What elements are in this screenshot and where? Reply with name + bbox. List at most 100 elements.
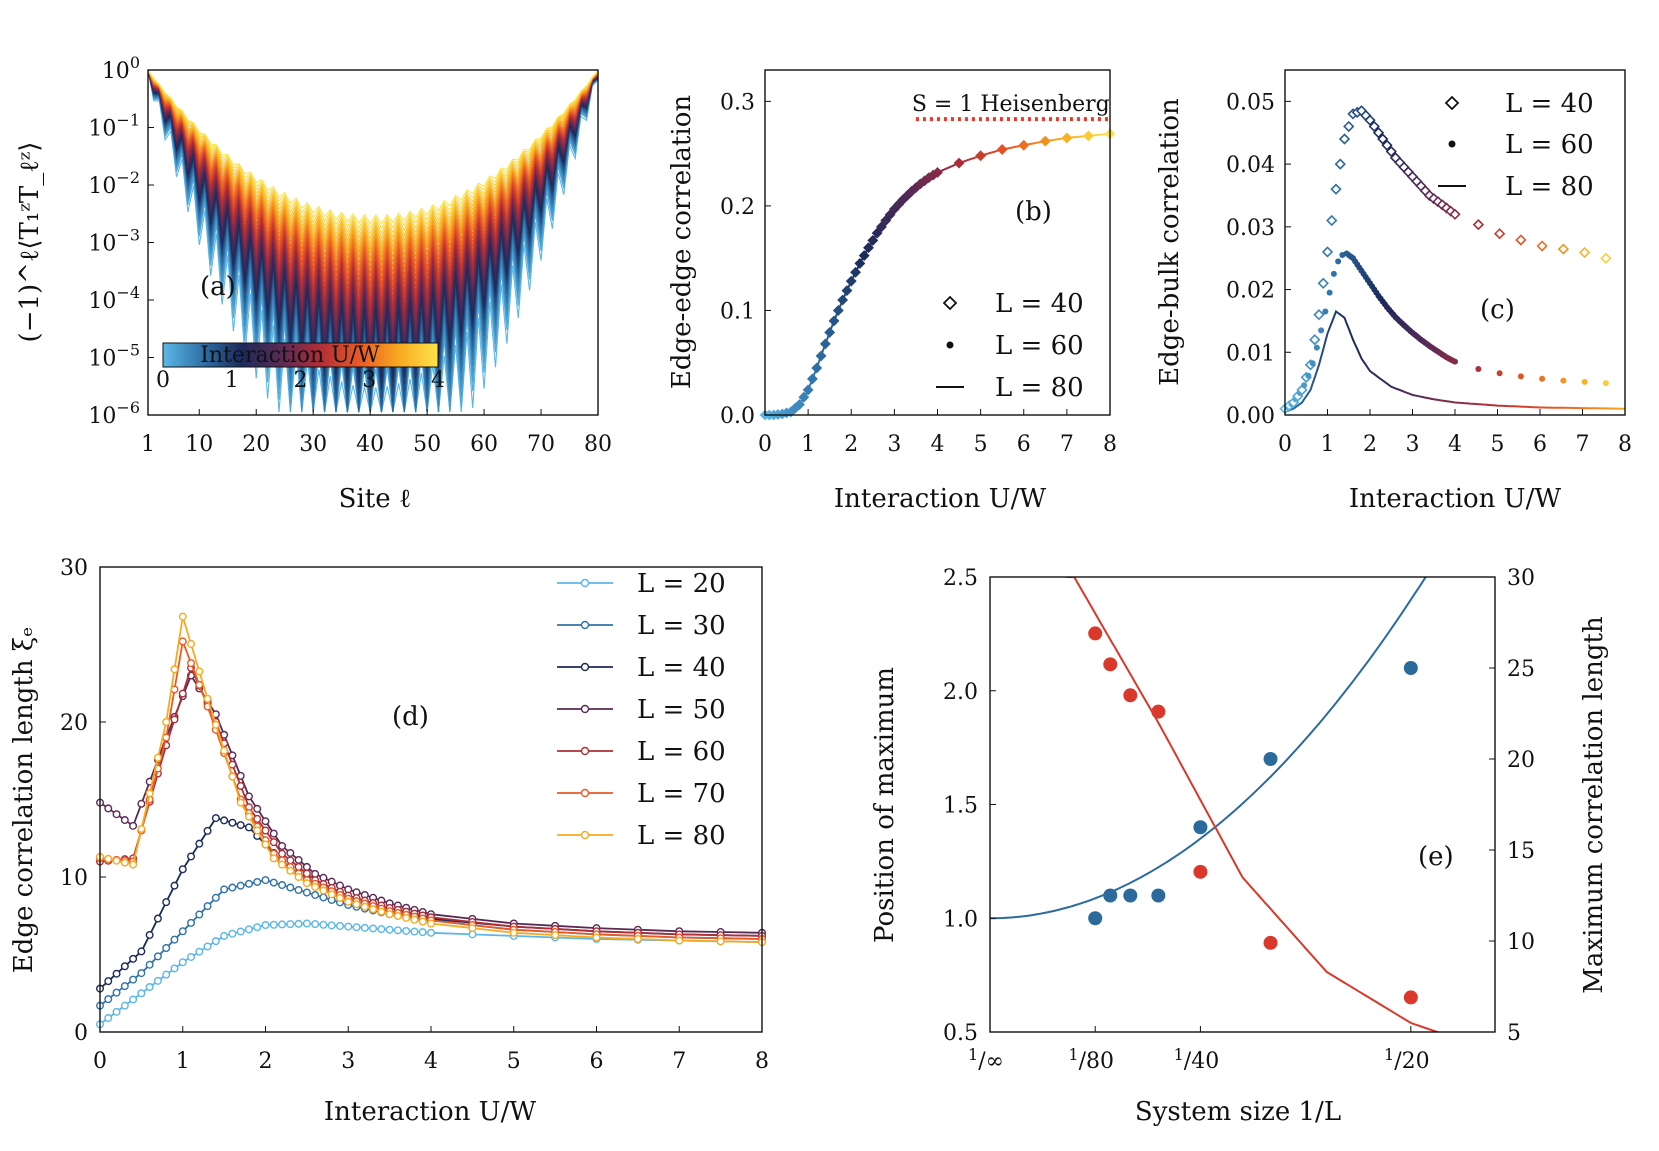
colorbar-tick: 3 [362, 368, 376, 393]
ytick-label-right: 20 [1507, 748, 1535, 773]
xtick-den: /40 [1184, 1049, 1219, 1074]
xtick-label: 2 [844, 432, 858, 457]
xtick-label: 1 [1321, 432, 1335, 457]
marker-L40 [1368, 120, 1380, 133]
marker-L50 [244, 792, 253, 801]
ytick-label: 0.01 [1226, 341, 1275, 366]
marker-L60 [1326, 289, 1333, 296]
marker-L30 [236, 881, 245, 890]
marker-L80 [427, 919, 436, 928]
marker-L20 [418, 928, 427, 937]
xtick-den: /20 [1394, 1049, 1429, 1074]
ytick-label: 100 [102, 53, 140, 84]
xtick-label: 50 [413, 432, 441, 457]
marker-L60 [1475, 366, 1482, 373]
legend-label: L = 40 [1505, 89, 1594, 119]
ytick-exponent: −3 [116, 226, 140, 245]
ytick-label-right: 15 [1507, 839, 1535, 864]
marker-L30 [286, 883, 295, 892]
ytick-label-right: 30 [1507, 566, 1535, 591]
ytick-label-left: 0.5 [943, 1021, 978, 1046]
marker-L80 [170, 665, 179, 674]
curve-U-3.9 [147, 69, 599, 230]
ytick-label: 10−1 [88, 111, 140, 142]
panel-c: 0 1 2 3 4 5 6 7 8 0.00 0.01 0.02 0.03 0.04 0.05 (c) Inte… [1155, 69, 1632, 514]
ytick-label: 30 [60, 556, 88, 581]
point-position [1103, 888, 1118, 903]
marker-L20 [319, 920, 328, 929]
xtick-label: 70 [527, 432, 555, 457]
marker-L60 [904, 192, 910, 198]
marker-L80 [633, 935, 642, 944]
marker-L40 [1296, 384, 1308, 396]
marker-L50 [302, 862, 311, 871]
marker-L60 [253, 814, 262, 823]
marker-L50 [120, 816, 129, 825]
ytick-label: 0.0 [720, 404, 755, 429]
xtick-den: /∞ [978, 1049, 1004, 1074]
marker-L80 [377, 907, 386, 916]
marker-L60 [1560, 377, 1567, 384]
xtick-label: 1/∞ [968, 1045, 1004, 1074]
marker-L80 [360, 902, 369, 911]
marker-L60 [818, 353, 824, 359]
marker-L60 [891, 206, 897, 212]
marker-L20 [278, 920, 287, 929]
legend-marker [580, 746, 590, 756]
marker-L60 [1021, 142, 1027, 148]
marker-L60 [870, 237, 876, 243]
xtick-label: 8 [1103, 432, 1117, 457]
marker-L30 [129, 975, 138, 984]
marker-L50 [137, 799, 146, 808]
x-axis-label: Site ℓ [339, 484, 412, 514]
marker-L80 [327, 890, 336, 899]
point-position [1403, 661, 1418, 675]
marker-L60 [1496, 370, 1503, 377]
marker-L50 [278, 842, 287, 851]
marker-L80 [203, 694, 212, 703]
marker-L30 [244, 879, 253, 888]
marker-L40 [1600, 252, 1612, 264]
xtick-label: 20 [242, 432, 270, 457]
marker-L60 [857, 260, 863, 266]
marker-L30 [228, 883, 237, 892]
panel-e: 1/∞ 1/80 1/40 1/200.51.01.52.02.55101520253… [870, 566, 1609, 1127]
marker-L80 [592, 933, 601, 942]
marker-L20 [211, 937, 220, 946]
ytick-exponent: −6 [116, 398, 140, 417]
legend-marker-L40 [942, 295, 958, 311]
marker-L30 [187, 918, 196, 927]
marker-L20 [195, 947, 204, 956]
ytick-label-right: 10 [1507, 930, 1535, 955]
marker-L80 [385, 910, 394, 919]
ytick-exponent: −4 [116, 283, 140, 302]
legend-label: L = 40 [995, 289, 1084, 319]
legend-label: L = 60 [637, 737, 726, 767]
marker-L40 [1515, 234, 1527, 246]
marker-L60 [1517, 373, 1524, 380]
marker-L40 [195, 839, 204, 848]
marker-L80 [335, 894, 344, 903]
marker-L40 [1449, 208, 1461, 220]
marker-L80 [137, 824, 146, 833]
marker-L20 [393, 926, 402, 935]
ytick-label: 10 [60, 866, 88, 891]
ytick-label: 10−6 [88, 398, 140, 429]
marker-L60 [1539, 375, 1546, 382]
xtick-den: /80 [1079, 1049, 1114, 1074]
marker-L20 [170, 964, 179, 973]
marker-L40 [1536, 240, 1548, 252]
marker-L20 [410, 927, 419, 936]
colorbar-tick: 4 [431, 368, 445, 393]
marker-L60 [286, 856, 295, 865]
marker-L40 [1557, 243, 1570, 255]
marker-L40 [1381, 139, 1393, 151]
marker-L20 [153, 976, 162, 985]
marker-L40 [1343, 120, 1355, 133]
marker-L20 [178, 958, 187, 967]
marker-L30 [170, 935, 179, 944]
series-line-L20 [99, 922, 763, 1026]
marker-L20 [129, 995, 138, 1004]
legend-marker-L40 [1444, 95, 1460, 111]
xtick-label: 10 [185, 432, 213, 457]
